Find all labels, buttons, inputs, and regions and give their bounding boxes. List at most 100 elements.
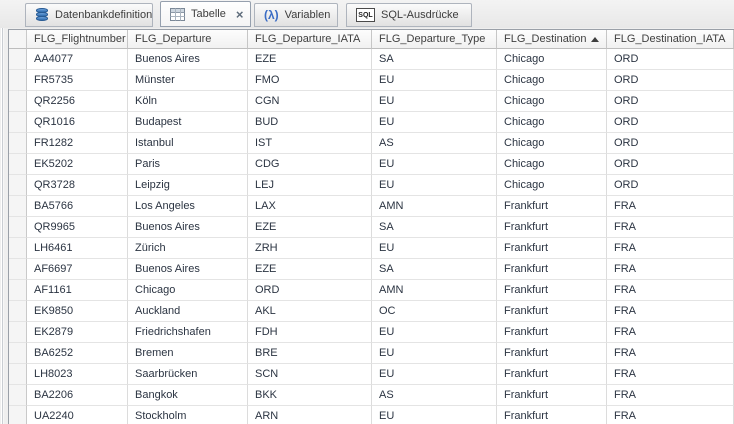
table-cell[interactable]: ORD [607, 133, 734, 154]
table-cell[interactable]: Frankfurt [497, 322, 607, 343]
table-cell[interactable]: EZE [248, 217, 372, 238]
row-indicator[interactable] [9, 406, 27, 424]
row-indicator-header[interactable] [9, 30, 27, 49]
row-indicator[interactable] [9, 217, 27, 238]
table-cell[interactable]: Frankfurt [497, 196, 607, 217]
table-cell[interactable]: Los Angeles [128, 196, 248, 217]
table-cell[interactable]: Frankfurt [497, 364, 607, 385]
table-cell[interactable]: Köln [128, 91, 248, 112]
table-cell[interactable]: BKK [248, 385, 372, 406]
table-cell[interactable]: BA2206 [27, 385, 128, 406]
table-cell[interactable]: FR5735 [27, 70, 128, 91]
row-indicator[interactable] [9, 112, 27, 133]
table-cell[interactable]: FR1282 [27, 133, 128, 154]
table-cell[interactable]: AMN [372, 280, 497, 301]
table-cell[interactable]: QR2256 [27, 91, 128, 112]
table-cell[interactable]: EU [372, 322, 497, 343]
column-header-flg_departure_type[interactable]: FLG_Departure_Type [372, 30, 497, 49]
table-cell[interactable]: Friedrichshafen [128, 322, 248, 343]
table-cell[interactable]: AF1161 [27, 280, 128, 301]
table-cell[interactable]: FRA [607, 322, 734, 343]
table-cell[interactable]: Frankfurt [497, 238, 607, 259]
table-cell[interactable]: Buenos Aires [128, 217, 248, 238]
table-cell[interactable]: ORD [248, 280, 372, 301]
table-cell[interactable]: Saarbrücken [128, 364, 248, 385]
table-cell[interactable]: UA2240 [27, 406, 128, 424]
table-cell[interactable]: Buenos Aires [128, 259, 248, 280]
table-cell[interactable]: Frankfurt [497, 259, 607, 280]
table-cell[interactable]: AMN [372, 196, 497, 217]
table-cell[interactable]: FRA [607, 259, 734, 280]
table-cell[interactable]: FRA [607, 364, 734, 385]
row-indicator[interactable] [9, 154, 27, 175]
table-cell[interactable]: Chicago [497, 154, 607, 175]
table-cell[interactable]: EU [372, 70, 497, 91]
row-indicator[interactable] [9, 91, 27, 112]
table-cell[interactable]: Auckland [128, 301, 248, 322]
tab-tabelle[interactable]: Tabelle × [160, 1, 251, 27]
table-cell[interactable]: ORD [607, 154, 734, 175]
table-cell[interactable]: EK9850 [27, 301, 128, 322]
table-cell[interactable]: EU [372, 112, 497, 133]
table-cell[interactable]: Chicago [497, 175, 607, 196]
tab-sql-ausdruecke[interactable]: SQL SQL-Ausdrücke [346, 3, 472, 27]
column-header-flg_destination_iata[interactable]: FLG_Destination_IATA [607, 30, 734, 49]
row-indicator[interactable] [9, 133, 27, 154]
table-cell[interactable]: BRE [248, 343, 372, 364]
table-cell[interactable]: FRA [607, 343, 734, 364]
table-cell[interactable]: EZE [248, 49, 372, 70]
table-cell[interactable]: Frankfurt [497, 385, 607, 406]
table-cell[interactable]: Zürich [128, 238, 248, 259]
row-indicator[interactable] [9, 385, 27, 406]
table-cell[interactable]: EU [372, 406, 497, 424]
table-cell[interactable]: Istanbul [128, 133, 248, 154]
table-cell[interactable]: FMO [248, 70, 372, 91]
table-cell[interactable]: Frankfurt [497, 280, 607, 301]
row-indicator[interactable] [9, 364, 27, 385]
table-cell[interactable]: IST [248, 133, 372, 154]
table-cell[interactable]: Frankfurt [497, 301, 607, 322]
row-indicator[interactable] [9, 70, 27, 91]
row-indicator[interactable] [9, 175, 27, 196]
table-cell[interactable]: Chicago [497, 49, 607, 70]
table-cell[interactable]: AF6697 [27, 259, 128, 280]
table-cell[interactable]: Leipzig [128, 175, 248, 196]
table-cell[interactable]: FRA [607, 196, 734, 217]
table-cell[interactable]: Münster [128, 70, 248, 91]
row-indicator[interactable] [9, 343, 27, 364]
table-cell[interactable]: SA [372, 49, 497, 70]
table-cell[interactable]: ORD [607, 49, 734, 70]
table-cell[interactable]: QR3728 [27, 175, 128, 196]
table-cell[interactable]: AS [372, 385, 497, 406]
table-cell[interactable]: EZE [248, 259, 372, 280]
table-cell[interactable]: ORD [607, 91, 734, 112]
table-cell[interactable]: Chicago [497, 70, 607, 91]
table-cell[interactable]: ORD [607, 70, 734, 91]
table-cell[interactable]: Buenos Aires [128, 49, 248, 70]
row-indicator[interactable] [9, 280, 27, 301]
table-cell[interactable]: CGN [248, 91, 372, 112]
table-cell[interactable]: QR1016 [27, 112, 128, 133]
table-cell[interactable]: ORD [607, 175, 734, 196]
table-cell[interactable]: FRA [607, 406, 734, 424]
table-cell[interactable]: Bangkok [128, 385, 248, 406]
column-header-flg_departure[interactable]: FLG_Departure [128, 30, 248, 49]
column-header-flg_destination[interactable]: FLG_Destination [497, 30, 607, 49]
row-indicator[interactable] [9, 259, 27, 280]
table-cell[interactable]: QR9965 [27, 217, 128, 238]
table-cell[interactable]: Chicago [497, 112, 607, 133]
table-cell[interactable]: Chicago [497, 91, 607, 112]
table-cell[interactable]: SA [372, 259, 497, 280]
table-cell[interactable]: FRA [607, 385, 734, 406]
table-cell[interactable]: Paris [128, 154, 248, 175]
table-cell[interactable]: EK2879 [27, 322, 128, 343]
close-icon[interactable]: × [235, 6, 244, 22]
row-indicator[interactable] [9, 238, 27, 259]
table-cell[interactable]: FRA [607, 217, 734, 238]
table-cell[interactable]: Chicago [128, 280, 248, 301]
table-cell[interactable]: FRA [607, 238, 734, 259]
table-cell[interactable]: ZRH [248, 238, 372, 259]
row-indicator[interactable] [9, 196, 27, 217]
table-cell[interactable]: CDG [248, 154, 372, 175]
table-cell[interactable]: LAX [248, 196, 372, 217]
